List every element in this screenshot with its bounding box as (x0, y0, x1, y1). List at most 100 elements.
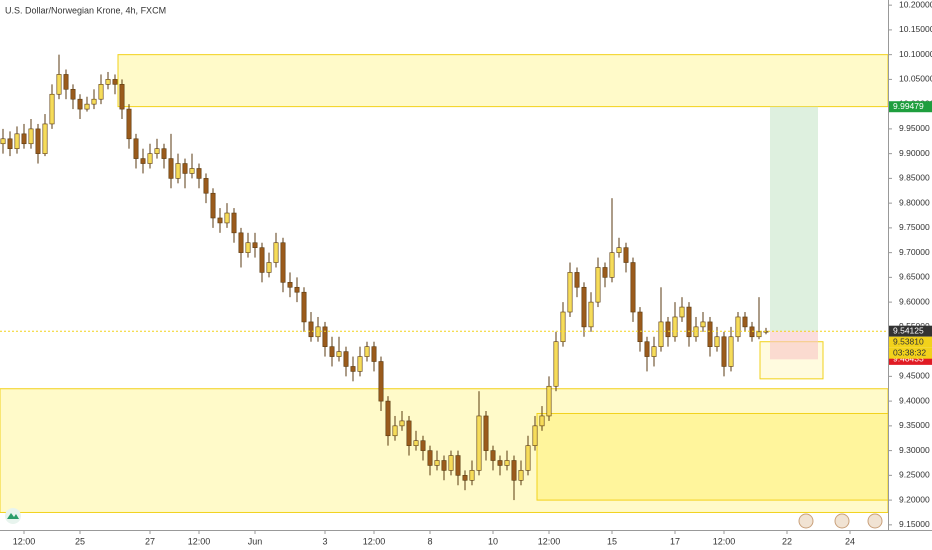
candle-body (280, 242, 286, 283)
y-tick-label: 9.90000 (899, 148, 930, 158)
candle-body (434, 460, 440, 466)
candle-body (140, 158, 146, 164)
candle-body (553, 341, 559, 387)
y-tick-label: 9.20000 (899, 494, 930, 504)
x-tick-label: 15 (607, 536, 617, 546)
chart-title: U.S. Dollar/Norwegian Krone, 4h, FXCM (5, 5, 166, 15)
candle-body (567, 272, 573, 313)
event-icons (798, 513, 883, 529)
stop-zone (770, 331, 818, 360)
x-tick-label: 3 (322, 536, 327, 546)
candle-body (371, 346, 377, 362)
x-tick-label: 27 (145, 536, 155, 546)
price-label: 9.53810 (893, 336, 924, 346)
zone (117, 54, 889, 108)
candle-body (616, 247, 622, 253)
candle-body (91, 98, 97, 105)
x-tick-label: 10 (488, 536, 498, 546)
y-tick-label: 9.15000 (899, 519, 930, 529)
price-label: 9.54125 (893, 325, 924, 335)
candle-body (420, 440, 426, 451)
candle-body (441, 460, 447, 471)
candle-body (329, 346, 335, 357)
candle-body (651, 346, 657, 357)
candle-body (728, 336, 734, 367)
event-icon (867, 513, 883, 529)
candle-body (581, 286, 587, 328)
candle-body (511, 460, 517, 481)
candle-body (224, 212, 230, 224)
candle-body (98, 84, 104, 100)
x-tick-label: 17 (670, 536, 680, 546)
candle-body (168, 158, 174, 179)
candle-body (189, 168, 195, 174)
y-tick-label: 9.95000 (899, 123, 930, 133)
candle-body (343, 351, 349, 367)
candle-body (448, 455, 454, 471)
price-label: 9.99479 (893, 101, 924, 111)
candle-body (623, 247, 629, 263)
candle-body (322, 326, 328, 347)
plot (0, 54, 769, 501)
candle-body (546, 385, 552, 417)
candle-body (133, 138, 139, 159)
candle-body (336, 351, 342, 357)
candle-body (301, 291, 307, 323)
x-tick-label: 12:00 (538, 536, 561, 546)
candle-body (399, 420, 405, 427)
candle-body (119, 84, 125, 110)
candle-body (259, 247, 265, 273)
candle-body (84, 103, 90, 110)
candle-body (49, 93, 55, 125)
y-tick-label: 9.65000 (899, 272, 930, 282)
candle-body (273, 242, 279, 263)
candle-body (182, 163, 188, 174)
candle-body (385, 400, 391, 437)
candle-body (721, 336, 727, 367)
candle-body (203, 178, 209, 194)
candle-body (609, 252, 615, 278)
candle-body (665, 321, 671, 338)
candle-body (392, 425, 398, 437)
price-label-box (889, 336, 932, 348)
candle-body (231, 212, 237, 234)
candle-body (504, 460, 510, 466)
candle-body (679, 306, 685, 318)
candle-body (560, 311, 566, 343)
candle-body (105, 79, 111, 85)
logo (5, 508, 21, 524)
candle-body (252, 242, 258, 248)
y-tick-label: 9.40000 (899, 395, 930, 405)
candle-body (497, 460, 503, 466)
candle-body (112, 79, 118, 85)
candle-body (469, 470, 475, 481)
candle-body (595, 267, 601, 303)
y-tick-label: 10.15000 (899, 24, 932, 34)
event-icon (798, 513, 814, 529)
candle-body (308, 321, 314, 338)
candle-body (315, 326, 321, 338)
candle-body (357, 356, 363, 372)
x-tick-label: 24 (845, 536, 855, 546)
candle-body (161, 148, 167, 159)
candle-body (63, 74, 69, 90)
candle-body (735, 316, 741, 338)
candle-body (56, 74, 62, 95)
candle-body (210, 192, 216, 219)
candle-body (0, 138, 6, 145)
candle-body (245, 242, 251, 253)
countdown-box (889, 347, 932, 359)
y-tick-label: 9.35000 (899, 420, 930, 430)
y-tick-label: 9.80000 (899, 197, 930, 207)
candle-body (28, 128, 34, 145)
profit-zone (770, 106, 818, 332)
candle-body (693, 326, 699, 338)
x-tick-label: Jun (248, 536, 263, 546)
candle-body (350, 366, 356, 372)
candle-body (756, 331, 762, 338)
candle-body (518, 470, 524, 481)
candle-body (70, 88, 76, 100)
candle-body (539, 415, 545, 427)
candle-body (378, 361, 384, 402)
